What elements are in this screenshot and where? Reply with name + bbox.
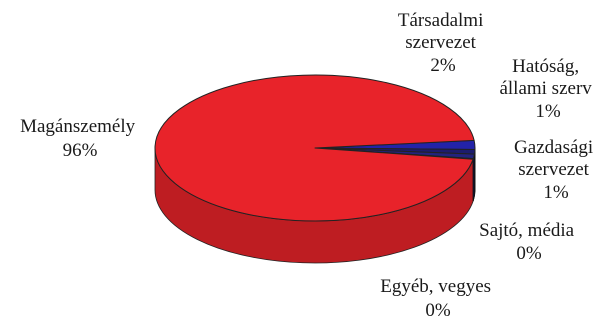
pie-slice-mag-nszem-ly xyxy=(154,74,475,222)
label-tarsadalmi-szervezet: Társadalmi szervezet 2% xyxy=(398,10,488,76)
label-sajto-media: Sajtó, média 0% xyxy=(479,220,579,264)
label-gazdasagi-szervezet: Gazdasági szervezet 1% xyxy=(514,137,598,203)
label-maganszemely: Magánszemély 96% xyxy=(20,116,140,161)
pie-slices xyxy=(154,74,476,264)
label-hatosag: Hatóság, állami szerv 1% xyxy=(499,56,596,122)
label-egyeb-vegyes: Egyéb, vegyes 0% xyxy=(380,276,496,320)
